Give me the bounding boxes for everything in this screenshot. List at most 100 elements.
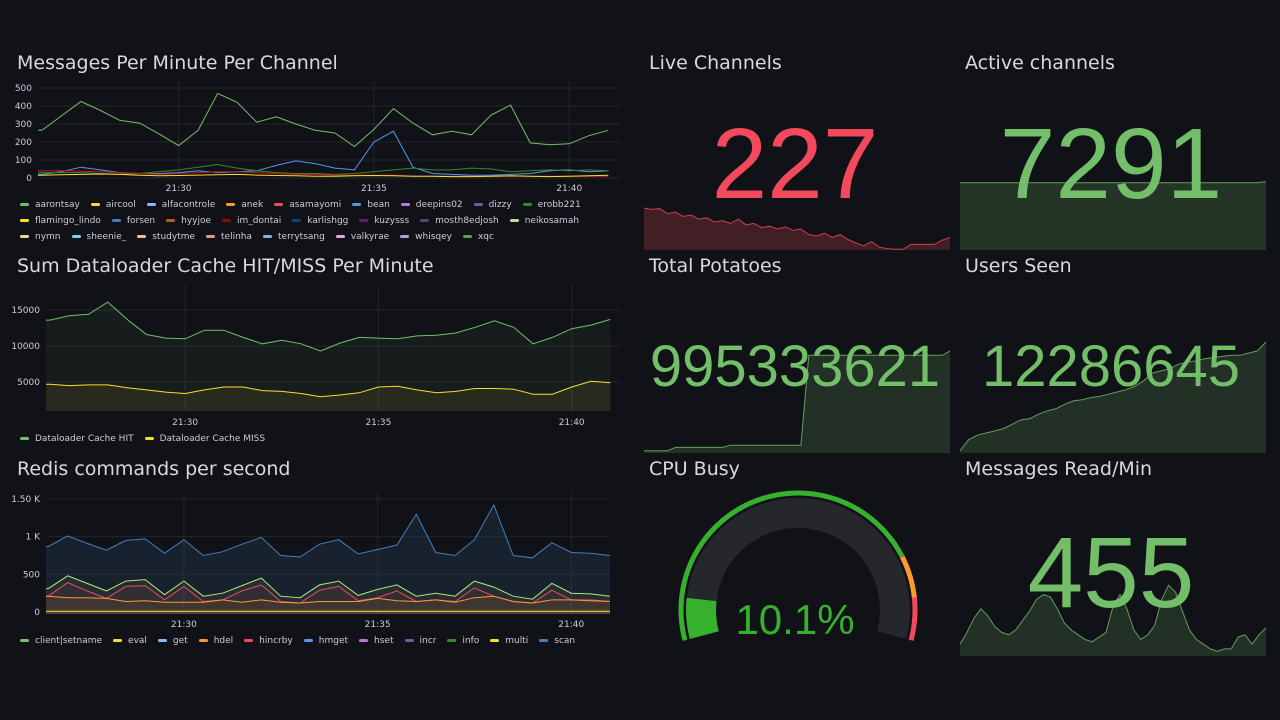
legend-label: incr xyxy=(419,635,437,646)
redis-chart[interactable]: 0 500 1 K 1.50 K 21:30 21:35 21:40 xyxy=(8,458,633,638)
legend-item[interactable]: asamayomi xyxy=(274,199,341,210)
legend-item[interactable]: terrytsang xyxy=(263,231,325,242)
legend-item[interactable]: neikosamah xyxy=(509,215,579,226)
legend-label: bean xyxy=(367,199,390,210)
legend-swatch xyxy=(20,437,29,440)
legend-swatch xyxy=(20,639,29,642)
legend-swatch xyxy=(244,639,254,642)
gauge-value: 10.1% xyxy=(735,596,855,643)
legend-item[interactable]: scan xyxy=(539,635,575,646)
x-tick-label: 21:40 xyxy=(559,418,585,428)
legend-swatch xyxy=(359,219,369,222)
legend-item[interactable]: xqc xyxy=(462,231,494,242)
stat-value: 7291 xyxy=(999,108,1223,220)
legend-swatch xyxy=(90,203,100,206)
legend-item[interactable]: valkyrae xyxy=(335,231,389,242)
legend-item[interactable]: telinha xyxy=(206,231,252,242)
panel-title: Live Channels xyxy=(649,52,782,74)
legend-item[interactable]: info xyxy=(447,635,479,646)
legend-swatch xyxy=(198,639,208,642)
legend-label: kuzysss xyxy=(374,215,410,226)
legend-item[interactable]: bean xyxy=(352,199,390,210)
legend-item[interactable]: get xyxy=(157,635,188,646)
legend-label: hdel xyxy=(213,635,234,646)
legend-label: forsen xyxy=(126,215,156,226)
active-channels-panel: Active channels 7291 xyxy=(956,52,1267,250)
messages-chart[interactable]: 0 100 200 300 400 500 21:30 21:35 21:40 xyxy=(8,52,633,202)
legend-item[interactable]: alfacontrole xyxy=(146,199,216,210)
legend-label: get xyxy=(172,635,188,646)
x-tick-label: 21:35 xyxy=(365,418,391,428)
legend-item[interactable]: mosth8edjosh xyxy=(420,215,499,226)
legend-item[interactable]: nymn xyxy=(20,231,61,242)
legend-item[interactable]: multi xyxy=(490,635,528,646)
legend-label: terrytsang xyxy=(278,231,325,242)
legend-swatch xyxy=(20,203,29,206)
series-line-bean xyxy=(38,130,609,176)
legend-swatch xyxy=(473,203,483,206)
legend-item[interactable]: erobb221 xyxy=(522,199,581,210)
legend-label: aircool xyxy=(105,199,136,210)
y-tick-label: 400 xyxy=(15,102,32,112)
legend-item[interactable]: hincrby xyxy=(244,635,293,646)
legend-item[interactable]: hdel xyxy=(198,635,234,646)
legend-item[interactable]: sheenie_ xyxy=(71,231,126,242)
y-tick-label: 200 xyxy=(15,138,32,148)
sparkline-line xyxy=(959,584,1267,652)
stat-value: 455 xyxy=(1027,517,1195,629)
legend-item[interactable]: anek xyxy=(226,199,263,210)
live-channels-sparkline xyxy=(643,207,951,250)
legend-item[interactable]: Dataloader Cache HIT xyxy=(20,433,134,444)
legend-label: xqc xyxy=(477,231,494,242)
series-line-hdel xyxy=(46,595,611,604)
legend-item[interactable]: im_dontai xyxy=(222,215,281,226)
legend-item[interactable]: hmget xyxy=(303,635,348,646)
legend-item[interactable]: aircool xyxy=(90,199,136,210)
legend-item[interactable]: kuzysss xyxy=(359,215,409,226)
legend-item[interactable]: whisqey xyxy=(400,231,452,242)
y-tick-label: 300 xyxy=(15,120,32,130)
legend-item[interactable]: deepins02 xyxy=(400,199,463,210)
legend-item[interactable]: karlishgg xyxy=(292,215,348,226)
legend-item[interactable]: hset xyxy=(359,635,394,646)
x-tick-label: 21:35 xyxy=(361,184,387,194)
legend-label: client|setname xyxy=(35,635,103,646)
stat-value: 227 xyxy=(711,108,879,220)
gauge-fill xyxy=(686,597,719,639)
messages-read-sparkline xyxy=(959,584,1267,656)
legend-label: anek xyxy=(241,199,264,210)
y-tick-label: 500 xyxy=(23,570,40,580)
sparkline-area xyxy=(960,342,1266,453)
series-area-scan xyxy=(46,505,610,614)
stat-value: 995333621 xyxy=(649,334,941,399)
legend-swatch xyxy=(71,235,81,238)
live-channels-panel: Live Channels 227 xyxy=(640,52,951,250)
chart-legend: aarontsay aircool alfacontrole anek asamayom… xyxy=(20,199,630,242)
legend-swatch xyxy=(20,219,29,222)
legend-label: alfacontrole xyxy=(161,199,216,210)
legend-item[interactable]: Dataloader Cache MISS xyxy=(144,433,265,444)
y-tick-label: 100 xyxy=(15,156,32,166)
legend-label: deepins02 xyxy=(415,199,463,210)
y-tick-label: 5000 xyxy=(17,378,40,388)
panel-title: Total Potatoes xyxy=(649,255,782,277)
legend-item[interactable]: eval xyxy=(113,635,147,646)
legend-item[interactable]: flamingo_lindo xyxy=(20,215,101,226)
y-tick-label: 15000 xyxy=(11,306,40,316)
panel-title: CPU Busy xyxy=(649,458,740,480)
legend-item[interactable]: forsen xyxy=(111,215,156,226)
legend-swatch xyxy=(539,639,549,642)
legend-item[interactable]: dizzy xyxy=(473,199,512,210)
y-tick-label: 10000 xyxy=(11,342,40,352)
legend-item[interactable]: studytme xyxy=(137,231,195,242)
legend-item[interactable]: aarontsay xyxy=(20,199,80,210)
series-area-hdel xyxy=(46,596,610,614)
legend-item[interactable]: incr xyxy=(404,635,437,646)
legend-item[interactable]: client|setname xyxy=(20,635,102,646)
dataloader-chart[interactable]: 5000 10000 15000 21:30 21:35 21:40 xyxy=(8,255,633,435)
sparkline-area xyxy=(644,350,950,453)
series-line-scan xyxy=(46,503,611,559)
legend-label: dizzy xyxy=(488,199,512,210)
y-tick-label: 0 xyxy=(34,608,40,618)
legend-item[interactable]: hyyjoe xyxy=(166,215,211,226)
